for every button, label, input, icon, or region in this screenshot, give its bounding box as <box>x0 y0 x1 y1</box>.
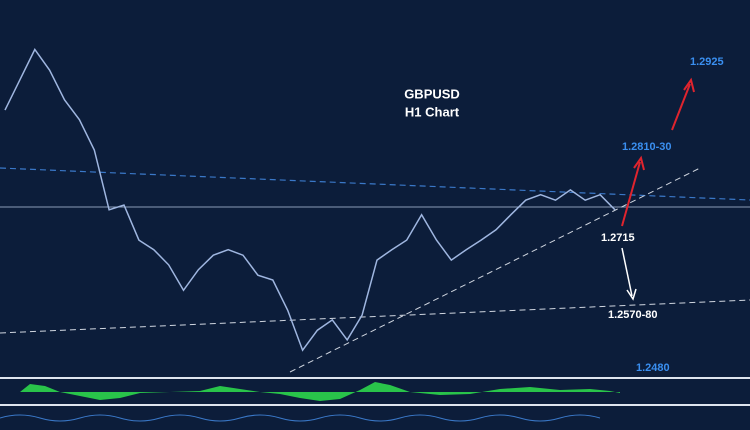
arrow <box>621 247 633 297</box>
arrow-head <box>633 155 645 171</box>
arrow-head <box>683 77 695 93</box>
chart-subtitle: H1 Chart <box>405 104 460 119</box>
price-label: 1.2925 <box>690 56 724 68</box>
arrow-head <box>626 288 637 301</box>
arrow <box>621 161 641 227</box>
price-line <box>4 48 616 352</box>
oscillator <box>0 414 601 422</box>
oscillator <box>0 382 620 401</box>
arrow <box>671 83 691 131</box>
trend-line <box>289 167 701 373</box>
price-label: 1.2480 <box>636 362 670 374</box>
trend-line <box>0 167 750 201</box>
price-label: 1.2810-30 <box>622 141 672 153</box>
price-layer <box>4 48 616 352</box>
chart-title: GBPUSD <box>404 86 460 101</box>
trend-line <box>0 299 750 334</box>
price-label: 1.2715 <box>601 232 635 244</box>
price-label: 1.2570-80 <box>608 309 658 321</box>
